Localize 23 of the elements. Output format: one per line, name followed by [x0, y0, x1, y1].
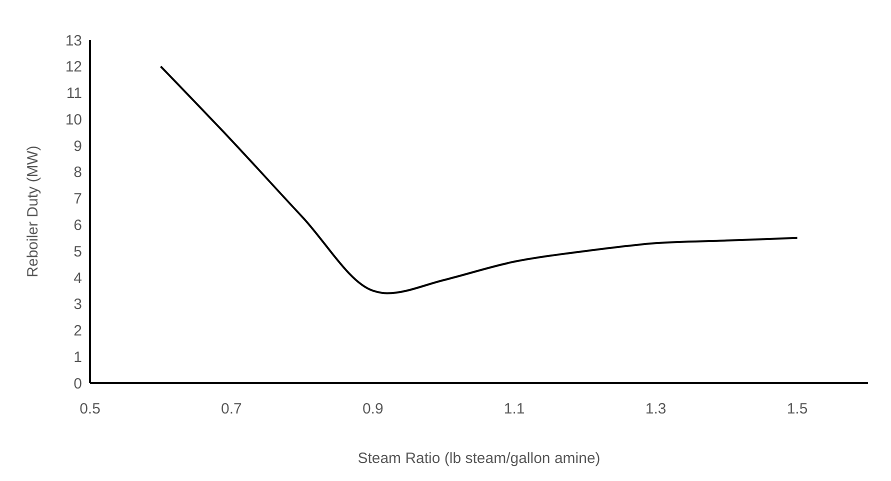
y-tick-label: 11 [66, 85, 82, 102]
y-tick-label: 4 [74, 270, 82, 287]
y-tick-label: 6 [74, 217, 82, 234]
x-tick-label: 1.1 [504, 400, 525, 418]
y-tick-label: 7 [74, 190, 82, 208]
x-tick-label: 1.5 [786, 400, 808, 418]
y-axis-title: Reboiler Duty (MW) [24, 146, 42, 278]
y-tick-label: 1 [74, 348, 82, 366]
x-tick-label: 0.5 [80, 400, 100, 418]
x-tick-label: 1.3 [645, 400, 666, 418]
y-tick-label: 10 [65, 111, 82, 128]
x-axis-title: Steam Ratio (lb steam/gallon amine) [358, 450, 600, 467]
y-tick-label: 8 [74, 164, 82, 182]
line-series [160, 65, 798, 294]
y-tick-label: 2 [74, 322, 82, 340]
y-tick-label: 5 [74, 243, 82, 260]
x-tick-label: 0.7 [221, 400, 242, 418]
y-tick-label: 12 [65, 58, 82, 76]
y-tick-label: 0 [74, 375, 82, 392]
x-tick-label: 0.9 [362, 400, 384, 418]
y-tick-label: 9 [74, 138, 82, 155]
y-tick-label: 3 [74, 296, 82, 314]
y-tick-label: 13 [65, 32, 82, 50]
